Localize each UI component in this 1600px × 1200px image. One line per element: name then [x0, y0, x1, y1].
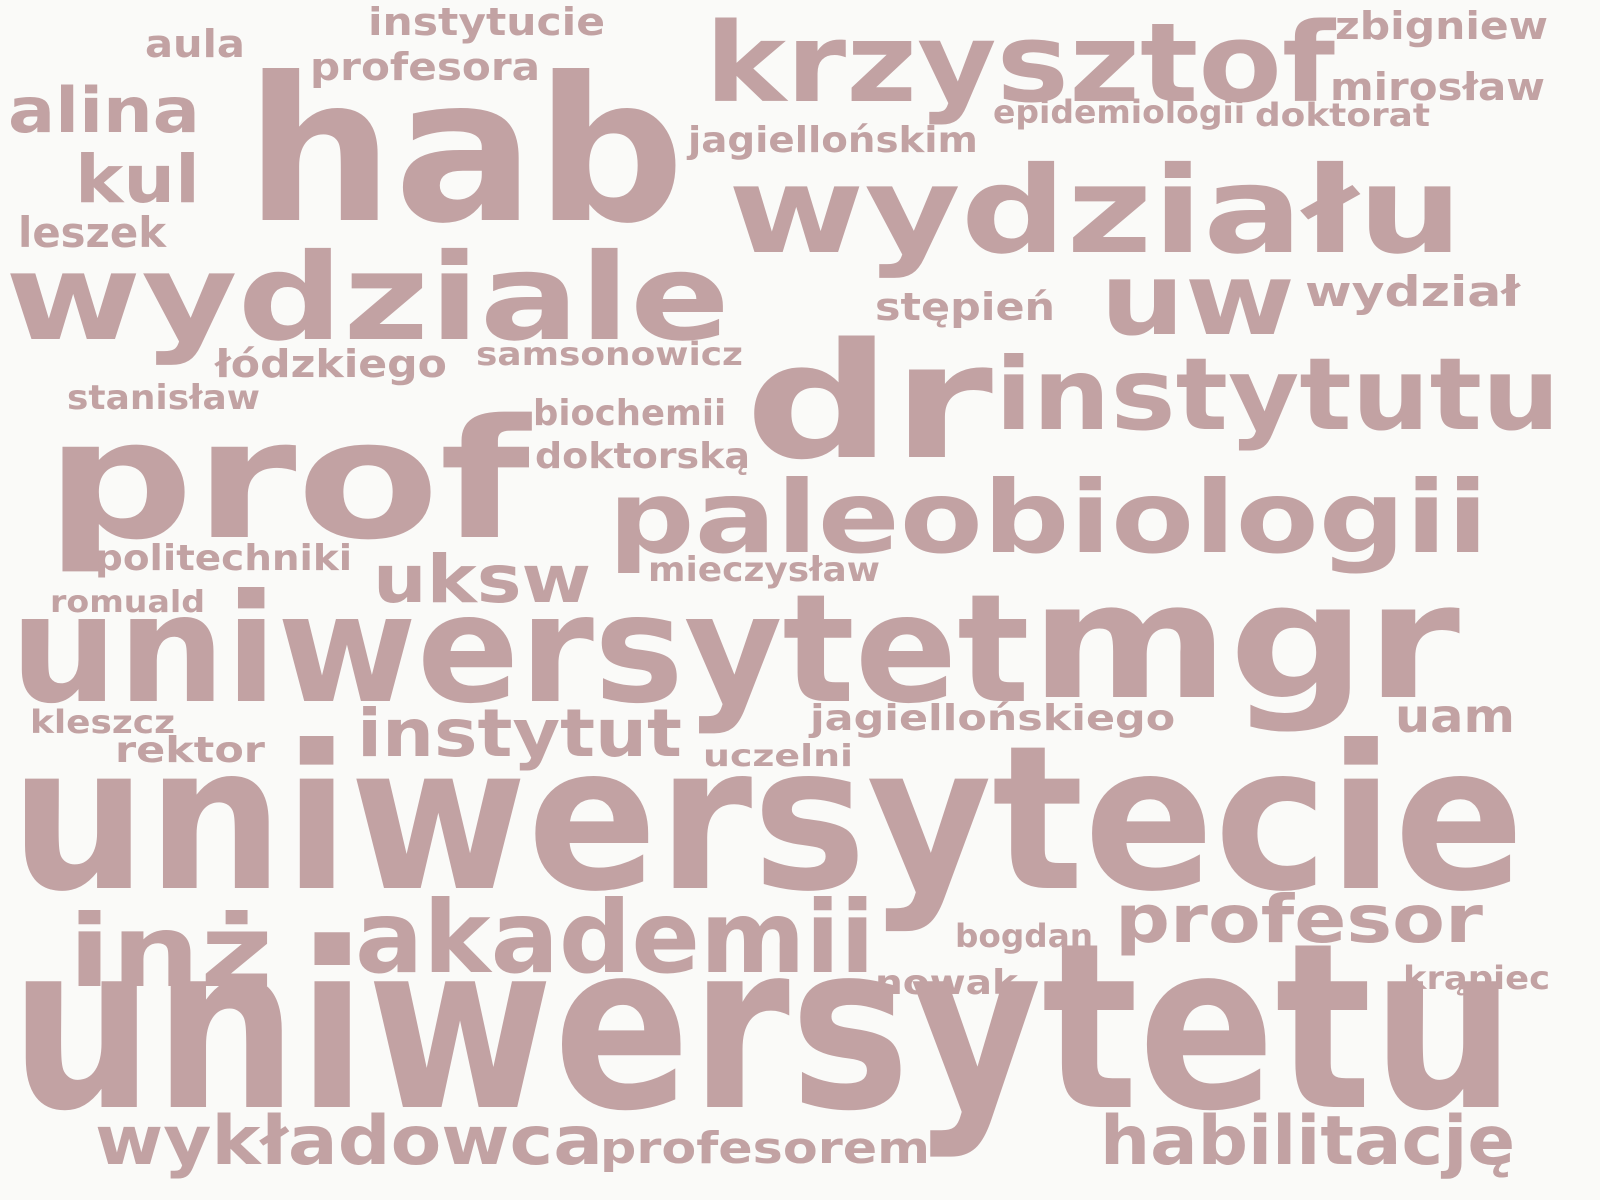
word-cloud-word: romuald	[50, 585, 206, 620]
word-cloud-word: mgr	[1030, 548, 1461, 735]
word-cloud-word: profesorem	[600, 1122, 931, 1174]
word-cloud-word: uniwersytetu	[10, 895, 1516, 1162]
word-cloud-word: hab	[245, 35, 685, 268]
word-cloud-word: wydziale	[5, 229, 731, 368]
word-cloud-word: jagiellońskim	[688, 120, 978, 162]
word-cloud-word: mirosław	[1330, 64, 1546, 109]
word-cloud-word: instytucie	[368, 0, 606, 44]
word-cloud-word: krzysztof	[705, 0, 1336, 127]
word-cloud-word: instytutu	[995, 336, 1560, 453]
word-cloud-word: uniwersytecie	[10, 703, 1525, 936]
word-cloud-word: profesora	[310, 44, 541, 89]
word-cloud-word: rektor	[115, 730, 265, 772]
word-cloud-word: paleobiologii	[608, 459, 1489, 576]
word-cloud-word: nowak	[875, 962, 1018, 1003]
word-cloud-word: akademii	[355, 879, 875, 996]
word-cloud-word: uam	[1395, 689, 1516, 744]
word-cloud-word: mieczysław	[648, 549, 880, 590]
word-cloud-word: kleszcz	[30, 703, 175, 742]
word-cloud-word: profesor	[1115, 881, 1483, 959]
word-cloud-word: wydział	[1305, 267, 1520, 317]
word-cloud-word: politechniki	[95, 538, 353, 580]
word-cloud-word: leszek	[18, 208, 167, 258]
word-cloud-word: uczelni	[703, 739, 854, 774]
word-cloud-word: łódzkiego	[215, 341, 447, 386]
word-cloud-word: stępień	[875, 284, 1056, 329]
word-cloud-word: jagiellońskiego	[810, 698, 1176, 740]
word-cloud-word: bogdan	[955, 917, 1094, 956]
word-cloud-word: inż	[68, 893, 274, 1010]
word-cloud-word: biochemii	[533, 393, 727, 435]
word-cloud-word: habilitację	[1100, 1101, 1516, 1181]
word-cloud-word: wykładowca	[95, 1101, 604, 1181]
word-cloud-word: uw	[1100, 241, 1295, 358]
word-cloud-word: samsonowicz	[476, 335, 743, 374]
word-cloud-word: zbigniew	[1335, 3, 1548, 48]
word-cloud-word: instytut	[357, 695, 682, 773]
word-cloud-word: prof	[45, 384, 531, 576]
word-cloud-word: uksw	[373, 541, 592, 619]
word-cloud-word: doktorat	[1255, 96, 1431, 135]
word-cloud-word: epidemiologii	[993, 93, 1246, 132]
word-cloud-word: uniwersytet	[10, 563, 1030, 737]
word-cloud-word: dr	[745, 308, 993, 495]
word-cloud-word: aula	[145, 21, 245, 66]
word-cloud-word: krąpiec	[1403, 959, 1551, 998]
word-cloud-word: doktorską	[535, 436, 751, 478]
word-cloud-word: kul	[75, 141, 200, 219]
word-cloud-word: wydziału	[728, 142, 1463, 281]
word-cloud-word: stanisław	[67, 377, 260, 418]
word-cloud-word: alina	[8, 74, 200, 148]
